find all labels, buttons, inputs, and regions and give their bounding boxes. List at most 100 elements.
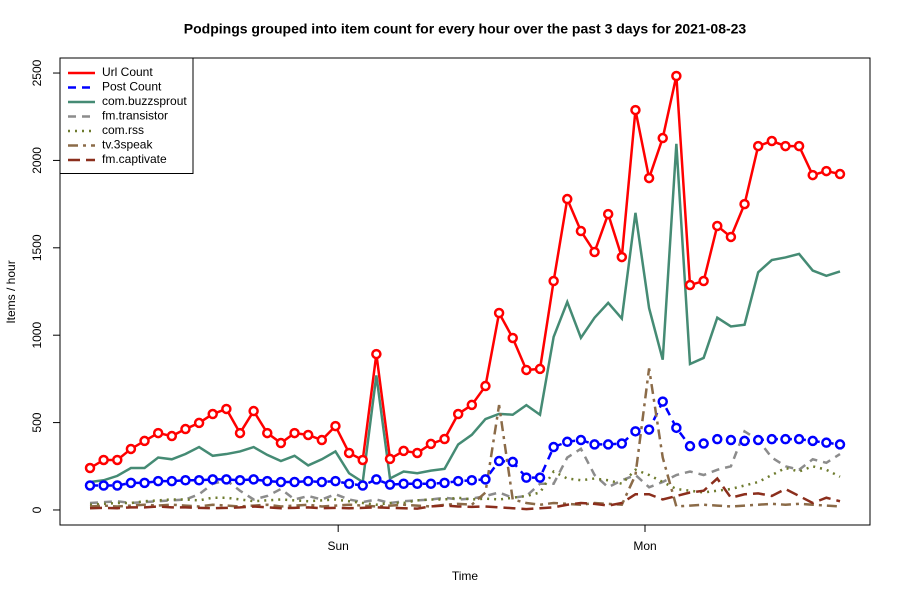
- series-marker: [316, 434, 328, 446]
- series-marker: [452, 475, 464, 487]
- legend-label: Url Count: [102, 65, 153, 79]
- series-marker: [289, 476, 300, 488]
- series-marker: [84, 480, 96, 491]
- series-marker: [452, 408, 464, 420]
- series-marker: [275, 476, 287, 488]
- series-marker: [821, 165, 832, 177]
- series-marker: [643, 424, 655, 435]
- series-marker: [302, 429, 314, 441]
- series-marker: [807, 169, 818, 181]
- series-marker: [575, 225, 587, 237]
- legend-label: fm.transistor: [102, 109, 168, 123]
- x-tick-label: Sun: [328, 539, 349, 553]
- series-marker: [439, 477, 450, 489]
- series-marker: [766, 433, 778, 445]
- x-axis-label: Time: [452, 569, 479, 583]
- series-marker: [166, 430, 178, 442]
- series-marker: [234, 427, 246, 439]
- series-marker: [166, 475, 178, 487]
- y-tick-label: 0: [30, 506, 44, 513]
- series-marker: [139, 435, 150, 447]
- series-marker: [193, 475, 205, 486]
- series-marker: [752, 140, 764, 152]
- legend-label: com.rss: [102, 123, 144, 137]
- series-marker: [616, 438, 628, 449]
- series-marker: [384, 453, 396, 465]
- series-marker: [398, 478, 409, 490]
- series-marker: [712, 433, 723, 445]
- series-marker: [125, 477, 137, 489]
- series-marker: [739, 435, 750, 447]
- series-marker: [112, 454, 123, 466]
- series-marker: [630, 104, 641, 116]
- series-marker: [589, 246, 600, 258]
- series-marker: [752, 434, 764, 446]
- series-marker: [766, 135, 778, 147]
- series-marker: [780, 140, 791, 152]
- series-marker: [630, 426, 641, 437]
- series-marker: [466, 475, 478, 486]
- series-marker: [684, 279, 696, 291]
- series-marker: [493, 307, 505, 319]
- legend-label: com.buzzsprout: [102, 94, 187, 108]
- series-marker: [248, 405, 259, 417]
- series-marker: [357, 454, 368, 466]
- series-marker: [425, 438, 437, 450]
- series-marker: [534, 363, 546, 375]
- series-line: [89, 464, 841, 506]
- plot-frame: [59, 57, 871, 526]
- series-marker: [398, 445, 409, 457]
- series-line: [89, 476, 841, 511]
- series-marker: [262, 475, 273, 487]
- series-marker: [371, 474, 382, 485]
- series-marker: [480, 474, 491, 485]
- series-marker: [616, 251, 628, 263]
- series-marker: [412, 447, 423, 459]
- series-marker: [507, 456, 518, 468]
- series-marker: [712, 220, 723, 232]
- series-marker: [493, 455, 505, 467]
- series-marker: [643, 172, 655, 184]
- series-marker: [534, 472, 546, 483]
- series-marker: [548, 275, 559, 287]
- y-tick-label: 2000: [30, 147, 44, 174]
- series-marker: [316, 476, 328, 488]
- y-tick-label: 2500: [30, 59, 44, 86]
- series-marker: [207, 474, 218, 485]
- series-marker: [562, 436, 573, 448]
- series-marker: [125, 443, 137, 455]
- series-marker: [589, 439, 600, 450]
- series-marker: [439, 433, 450, 445]
- series-marker: [425, 478, 437, 490]
- series-marker: [234, 475, 246, 486]
- series-marker: [207, 408, 218, 420]
- series-marker: [412, 478, 423, 490]
- legend-label: Post Count: [102, 80, 162, 94]
- series-marker: [521, 472, 532, 483]
- series-marker: [739, 198, 750, 210]
- series-marker: [684, 440, 696, 452]
- series-marker: [139, 477, 150, 489]
- y-tick-label: 1500: [30, 234, 44, 261]
- series-marker: [521, 364, 532, 376]
- series-marker: [357, 480, 368, 491]
- series-marker: [248, 474, 259, 485]
- y-tick-label: 1000: [30, 322, 44, 349]
- series-marker: [152, 427, 164, 439]
- y-axis-label: Items / hour: [4, 260, 18, 323]
- series-marker: [725, 434, 737, 446]
- y-tick-label: 500: [30, 412, 44, 432]
- series-marker: [343, 478, 355, 490]
- chart-title: Podpings grouped into item count for eve…: [184, 21, 747, 37]
- series-marker: [821, 437, 832, 448]
- series-marker: [466, 399, 478, 411]
- series-marker: [384, 479, 396, 490]
- series-marker: [725, 231, 737, 243]
- series-marker: [807, 435, 818, 447]
- series-marker: [657, 132, 668, 144]
- series-marker: [221, 403, 232, 415]
- series-marker: [289, 427, 300, 439]
- series-marker: [343, 447, 355, 459]
- series-marker: [180, 475, 191, 486]
